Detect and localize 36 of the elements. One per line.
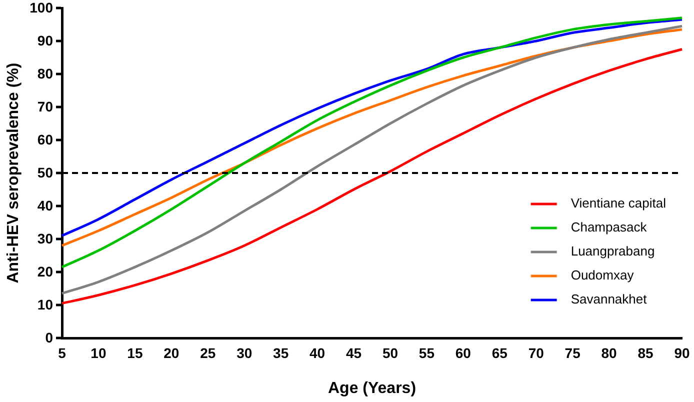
y-tick-label: 90 bbox=[37, 32, 54, 48]
y-tick-label: 60 bbox=[37, 132, 54, 148]
x-tick-label: 30 bbox=[236, 345, 252, 361]
legend-label: Luangprabang bbox=[570, 244, 655, 259]
x-tick-label: 85 bbox=[638, 345, 654, 361]
x-tick-label: 10 bbox=[90, 345, 106, 361]
x-tick-label: 55 bbox=[418, 345, 435, 361]
x-tick-label: 80 bbox=[601, 345, 618, 361]
x-axis-title: Age (Years) bbox=[328, 380, 416, 397]
legend-label: Savannakhet bbox=[570, 292, 648, 307]
x-tick-label: 70 bbox=[528, 345, 544, 361]
y-tick-label: 100 bbox=[30, 0, 54, 16]
x-tick-label: 25 bbox=[200, 345, 216, 361]
x-tick-label: 65 bbox=[492, 345, 508, 361]
y-axis-title: Anti-HEV seroprevalence (%) bbox=[5, 62, 22, 284]
y-tick-label: 80 bbox=[37, 66, 54, 82]
y-tick-label: 50 bbox=[37, 164, 54, 180]
x-tick-label: 90 bbox=[674, 345, 690, 361]
y-tick-label: 0 bbox=[45, 330, 54, 346]
y-tick-label: 20 bbox=[37, 264, 54, 280]
y-tick-label: 70 bbox=[37, 98, 54, 114]
x-tick-label: 40 bbox=[310, 345, 326, 361]
legend-label: Vientiane capital bbox=[570, 196, 666, 211]
x-tick-label: 5 bbox=[58, 345, 66, 361]
y-tick-label: 30 bbox=[37, 230, 54, 246]
legend-label: Oudomxay bbox=[570, 268, 634, 283]
x-tick-label: 60 bbox=[455, 345, 472, 361]
x-tick-label: 45 bbox=[346, 345, 362, 361]
x-tick-label: 20 bbox=[164, 345, 180, 361]
y-tick-label: 40 bbox=[37, 198, 54, 214]
x-tick-label: 75 bbox=[564, 345, 581, 361]
x-tick-label: 15 bbox=[127, 345, 143, 361]
x-tick-label: 35 bbox=[273, 345, 289, 361]
y-tick-label: 10 bbox=[37, 296, 54, 312]
x-tick-label: 50 bbox=[382, 345, 398, 361]
legend-label: Champasack bbox=[570, 220, 648, 235]
